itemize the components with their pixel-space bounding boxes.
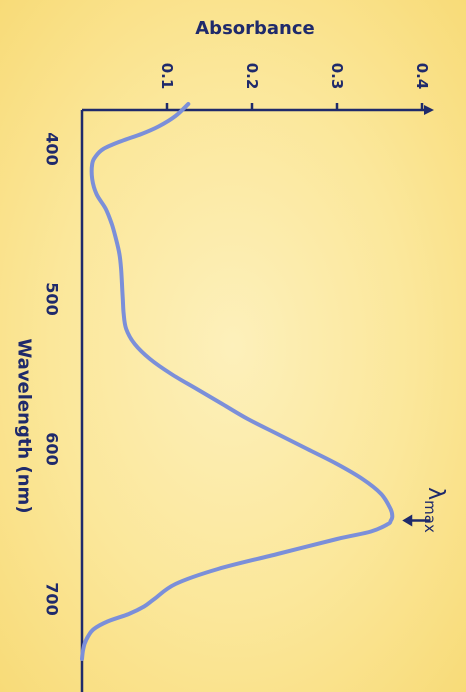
lambda-max-label: λmax (421, 487, 449, 533)
absorbance-axis-arrowhead (424, 105, 434, 115)
lambda-subscript: max (421, 500, 439, 533)
absorbance-tick-label: 0.3 (328, 63, 346, 90)
absorbance-tick-label: 0.2 (243, 63, 261, 90)
wavelength-tick-label: 700 (43, 582, 62, 615)
series-layer (80, 102, 395, 661)
y-axis-title: Absorbance (195, 18, 315, 39)
lambda-max-arrowhead (402, 514, 413, 527)
absorbance-tick-label: 0.4 (413, 63, 431, 90)
wavelength-tick-label: 500 (43, 282, 62, 315)
axes-layer (80, 105, 434, 692)
absorbance-tick-label: 0.1 (158, 63, 176, 90)
wavelength-tick-label: 400 (43, 132, 62, 165)
x-axis-title: Wavelength (nm) (14, 338, 35, 513)
ticks-layer: 0.1 0.2 0.3 0.4 400 500 600 700 (43, 63, 432, 616)
wavelength-tick-label: 600 (43, 432, 62, 465)
annotation-layer: λmax (402, 487, 449, 533)
absorbance-series-line (80, 102, 395, 661)
lambda-symbol: λ (424, 487, 449, 500)
